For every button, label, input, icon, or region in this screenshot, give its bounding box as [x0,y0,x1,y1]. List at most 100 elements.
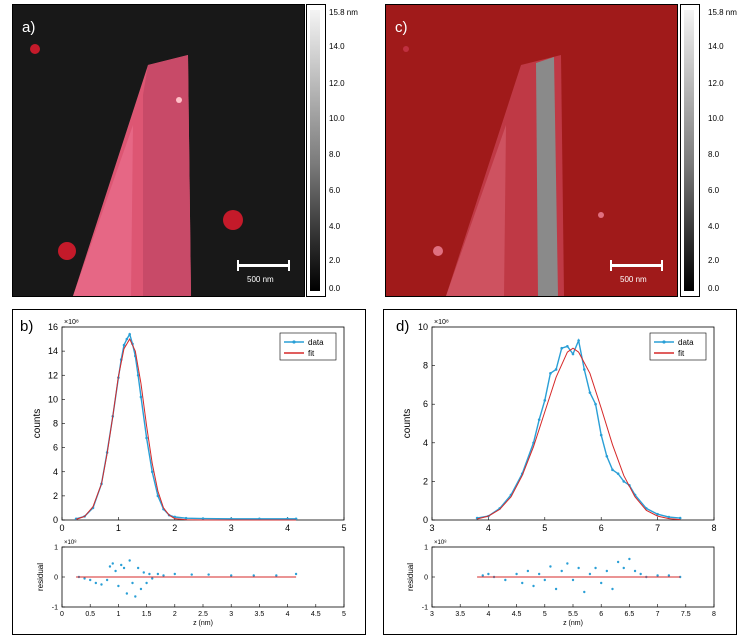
colorbar-c-tick: 4.0 [708,222,720,231]
residual-point [128,559,131,562]
y-axis-label: counts [402,409,413,438]
residual-point [622,566,625,570]
residual-point [173,572,176,576]
residual-point [566,562,569,565]
residual-point [114,569,117,573]
legend-label-data: data [678,338,694,347]
y-tick-label: 2 [423,476,428,486]
data-point [605,455,609,458]
residual-point [190,573,193,576]
residual-point [117,584,120,588]
data-point [229,517,233,521]
colorbar-a-tick: 12.0 [329,79,345,88]
residual-point [162,574,165,577]
colorbar-c-tick: 10.0 [708,114,724,123]
y-axis-label: residual [406,563,415,591]
residual-point [100,583,103,586]
x-tick-label: 5.5 [568,611,578,618]
y-tick-label: 4 [423,438,428,448]
y-tick-label: 0 [54,574,58,581]
residual-point [139,587,143,591]
scalebar-a-label: 500 nm [247,275,274,284]
residual-point [639,572,642,576]
data-point [122,343,126,347]
colorbar-c-tick: 0.0 [708,284,720,293]
afm-image-a-graphic [30,44,243,296]
colorbar-c-tick: 2.0 [708,256,720,265]
data-point [566,345,569,348]
residual-point [543,578,546,582]
x-tick-label: 0 [60,611,64,618]
residual-point [628,557,631,561]
colorbar-c-tick: 15.8 nm [708,8,737,17]
y-tick-label: 0 [423,515,428,525]
x-tick-label: 0 [59,523,64,533]
residual-point [532,584,535,588]
data-point [582,368,586,371]
panel-label-b: b) [20,318,34,335]
data-point [611,468,614,472]
y-tick-label: 0 [53,515,58,525]
colorbar-c-tick: 14.0 [708,42,724,51]
residual-point [142,571,145,574]
y-tick-label: 0 [424,574,428,581]
colorbar-c-tick: 6.0 [708,186,720,195]
residual-point [577,566,580,570]
x-tick-label: 1 [116,611,120,618]
afm-image-c: c) 500 nm [385,4,678,297]
residual-point [504,578,507,582]
y-tick-label: 6 [423,399,428,409]
colorbar-a-gradient [310,10,320,291]
x-tick-label: 5 [542,523,547,533]
x-tick-label: 7.5 [681,611,691,618]
afm-image-c-graphic [403,46,604,296]
x-tick-label: 3.5 [255,611,265,618]
x-tick-label: 6 [599,611,603,618]
y-tick-label: 14 [48,346,58,356]
x-tick-label: 4 [486,611,490,618]
axis-multiplier: ×10⁸ [434,539,447,546]
x-tick-label: 6.5 [625,611,635,618]
y-tick-label: -1 [52,604,58,611]
series-fit-line [476,347,681,521]
x-tick-label: 4 [286,611,290,618]
residual-point [554,587,558,591]
data-point [678,516,682,520]
data-point [286,517,289,521]
data-point [201,517,205,520]
x-tick-label: 1.5 [142,611,152,618]
data-point [554,368,558,371]
colorbar-a-tick: 15.8 nm [329,8,358,17]
x-tick-label: 6 [599,523,604,533]
data-point [294,517,298,521]
legend-label-fit: fit [678,349,685,358]
residual-point [151,577,154,580]
data-point [656,512,659,516]
residual-point [611,587,614,591]
residual-point [481,574,484,577]
residual-point [122,566,126,570]
residual-point [94,581,98,585]
panel-label-d: d) [396,318,410,335]
residual-point [571,578,575,582]
residual-point [89,578,92,582]
residual-point [145,581,148,585]
data-point [139,395,143,399]
data-point [594,402,597,406]
residual-point [156,572,160,576]
residual-point [526,569,530,573]
x-tick-label: 4 [486,523,491,533]
y-tick-label: 10 [418,322,428,332]
chart-d-main: 3 4 5 6 7 8 0 2 4 6 8 10 ×10⁸ counts data fit [402,319,717,533]
data-point [549,372,552,375]
series-fit-line [75,338,297,521]
residual-point [120,563,123,567]
data-point [616,472,620,475]
x-tick-label: 3.5 [455,611,465,618]
data-point [667,515,671,519]
scalebar-a [237,264,290,267]
residual-point [616,560,620,564]
data-point [599,433,603,437]
data-point [150,470,154,474]
